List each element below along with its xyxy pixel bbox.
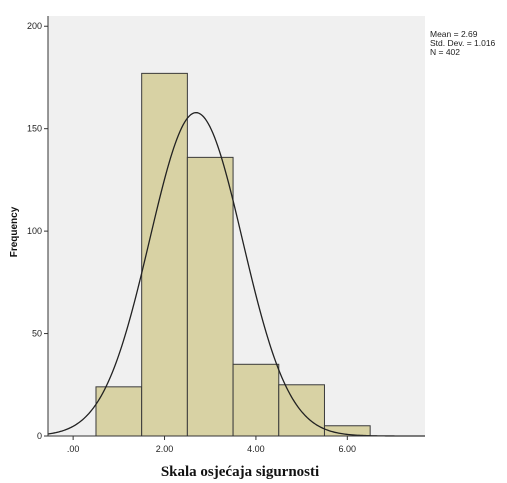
x-tick-label: 6.00 bbox=[339, 444, 357, 454]
y-tick-label: 100 bbox=[27, 226, 42, 236]
ticks-group: 0 50 100 150 200 .00 2.00 4.00 6.00 bbox=[27, 21, 356, 454]
axes-group bbox=[47, 16, 425, 437]
x-tick-label: 4.00 bbox=[247, 444, 265, 454]
histogram-bar-4 bbox=[232, 363, 280, 437]
y-axis-label: Frequency bbox=[9, 206, 20, 257]
x-axis-label: Skala osjećaja sigurnosti bbox=[161, 464, 319, 480]
y-tick-label: 200 bbox=[27, 21, 42, 31]
histogram-bar-2 bbox=[141, 72, 188, 437]
histogram-bar-1 bbox=[95, 386, 143, 437]
stats-line: N = 402 bbox=[430, 47, 460, 57]
y-tick-label: 50 bbox=[32, 329, 42, 339]
y-tick-label: 0 bbox=[37, 431, 42, 441]
y-tick-label: 150 bbox=[27, 124, 42, 134]
bars-group bbox=[95, 72, 371, 437]
normal-curve bbox=[47, 111, 425, 437]
histogram-bar-5 bbox=[278, 384, 325, 437]
histogram-bar-3 bbox=[186, 156, 234, 437]
stats-line: Mean = 2.69 bbox=[430, 29, 478, 39]
x-tick-label: 2.00 bbox=[156, 444, 174, 454]
stats-line: Std. Dev. = 1.016 bbox=[430, 38, 496, 48]
x-tick-label: .00 bbox=[67, 444, 80, 454]
